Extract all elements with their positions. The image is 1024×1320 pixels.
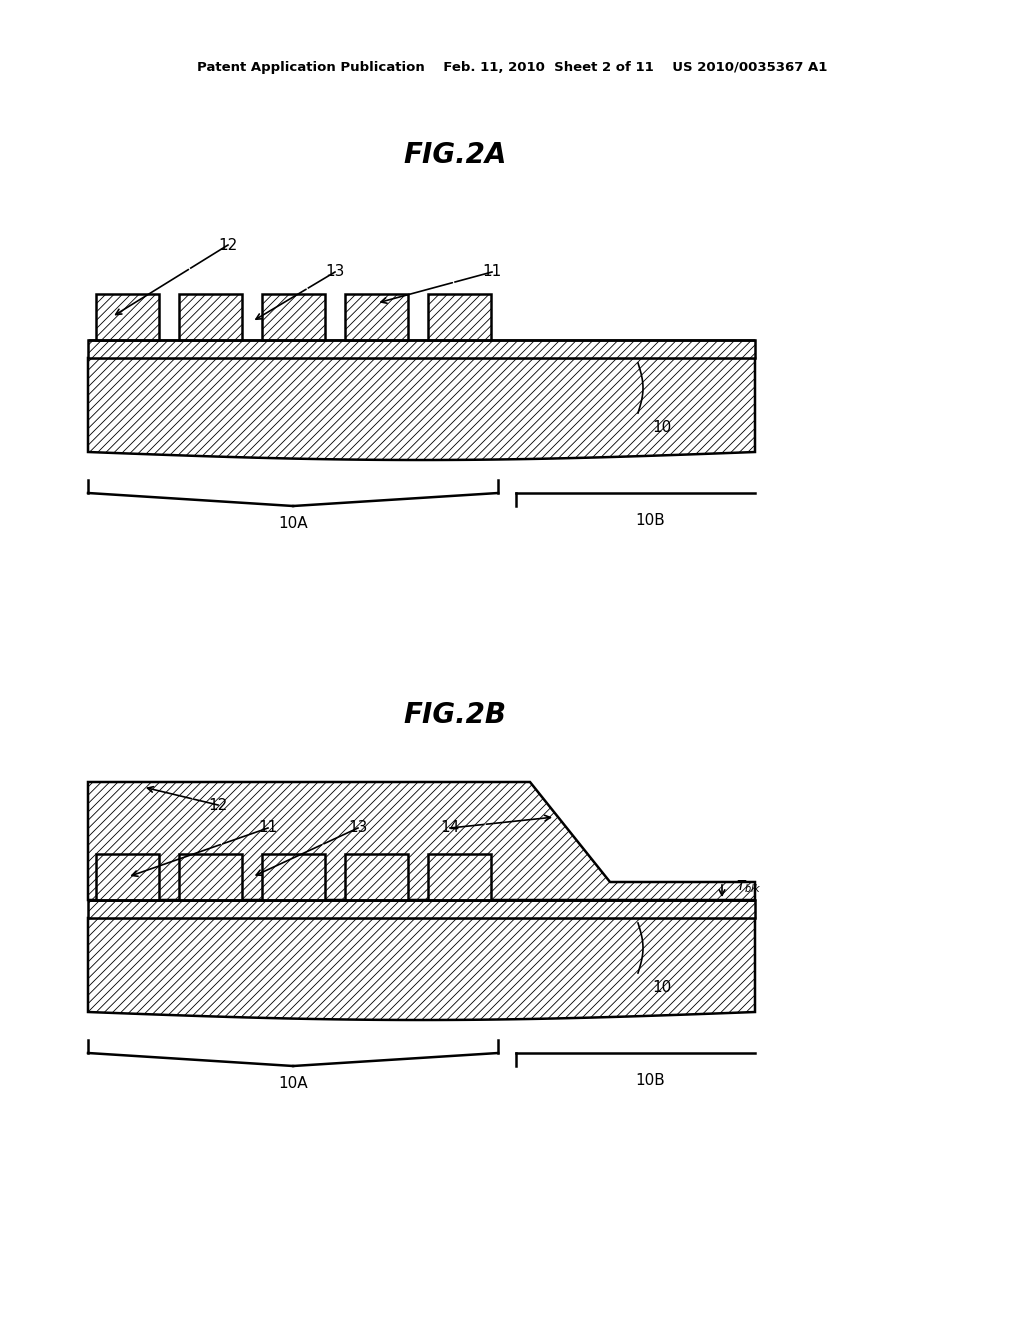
Bar [96, 854, 159, 900]
Bar [179, 294, 242, 341]
Text: FIG.2B: FIG.2B [403, 701, 507, 729]
Text: 10B: 10B [636, 513, 666, 528]
Text: 10A: 10A [279, 1076, 308, 1092]
Bar [96, 294, 159, 341]
Text: 12: 12 [218, 238, 238, 252]
Text: Patent Application Publication    Feb. 11, 2010  Sheet 2 of 11    US 2010/003536: Patent Application Publication Feb. 11, … [197, 62, 827, 74]
Bar [179, 854, 242, 900]
Text: 10: 10 [652, 420, 672, 436]
Polygon shape [88, 358, 755, 459]
Bar [179, 854, 242, 900]
Text: 13: 13 [326, 264, 345, 280]
Bar [88, 900, 755, 917]
Text: 13: 13 [348, 821, 368, 836]
Bar [345, 854, 408, 900]
Text: 14: 14 [440, 821, 460, 836]
Text: 11: 11 [258, 821, 278, 836]
Bar [88, 341, 755, 358]
Text: 10A: 10A [279, 516, 308, 531]
Text: 11: 11 [482, 264, 502, 280]
Bar [262, 854, 325, 900]
Text: FIG.2A: FIG.2A [403, 141, 507, 169]
Polygon shape [88, 781, 755, 900]
Polygon shape [88, 917, 755, 1020]
Text: 12: 12 [208, 797, 227, 813]
Bar [428, 854, 490, 900]
Bar [428, 854, 490, 900]
Bar [345, 294, 408, 341]
Text: $T_{blk}$: $T_{blk}$ [736, 879, 761, 895]
Bar [345, 854, 408, 900]
Bar [262, 294, 325, 341]
Text: 10B: 10B [636, 1073, 666, 1088]
Bar [262, 854, 325, 900]
Text: 10: 10 [652, 979, 672, 995]
Bar [428, 294, 490, 341]
Bar [96, 854, 159, 900]
